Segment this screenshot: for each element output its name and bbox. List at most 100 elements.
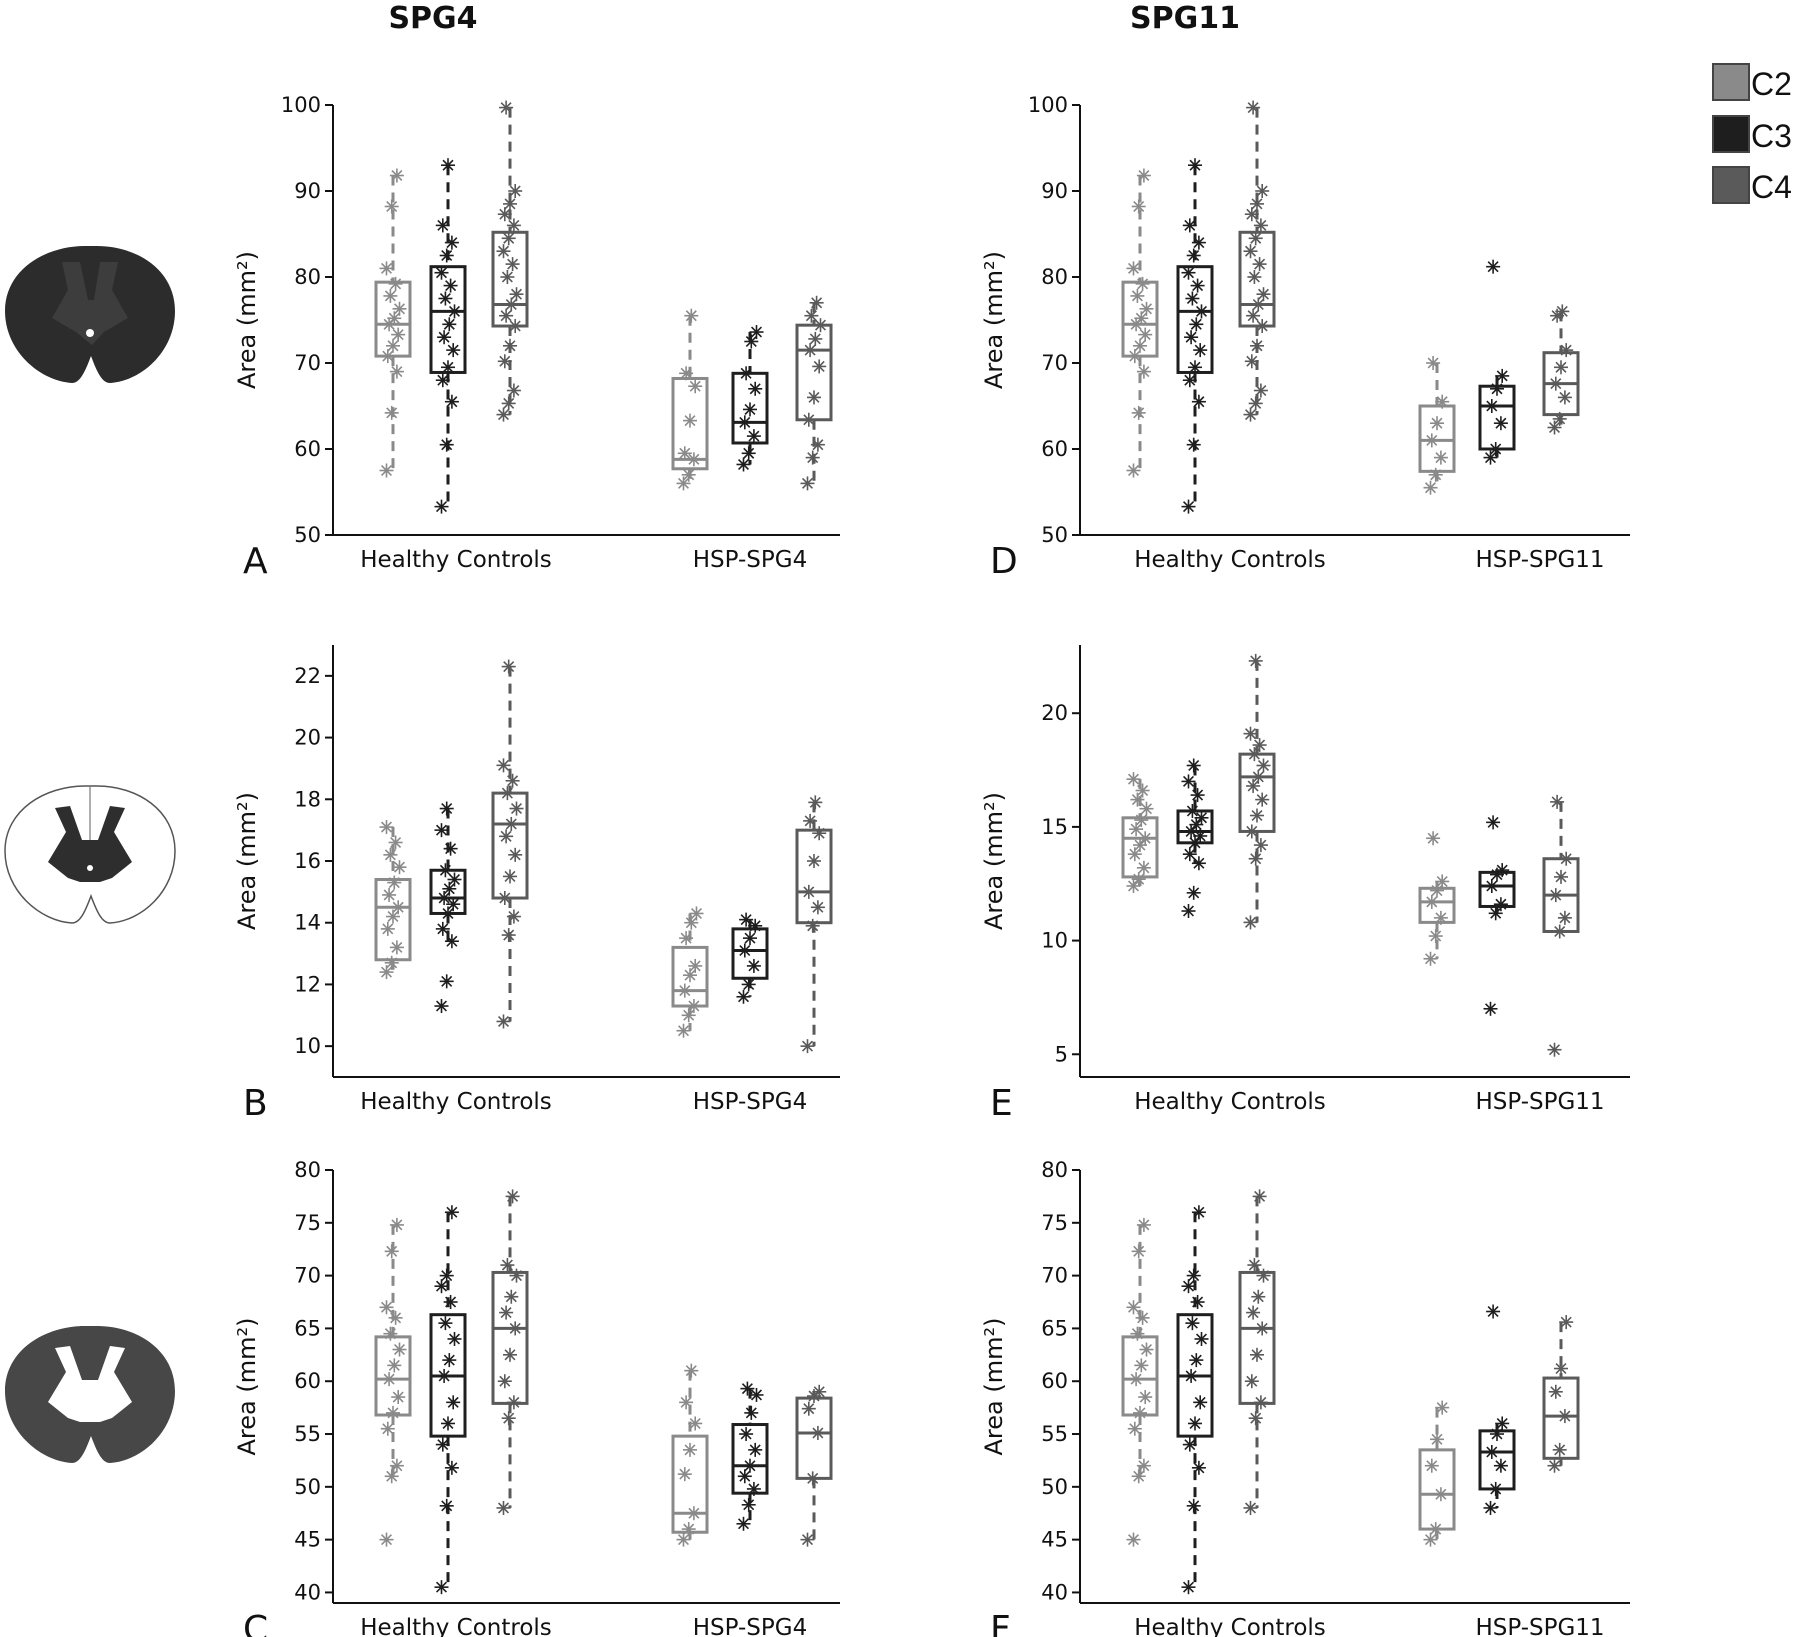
data-point	[1493, 897, 1508, 912]
data-point	[387, 311, 402, 326]
data-point	[1484, 1444, 1499, 1459]
y-tick-label: 80	[294, 1158, 321, 1182]
data-point	[744, 334, 759, 349]
data-point	[447, 872, 462, 887]
data-point	[386, 1405, 400, 1420]
data-point	[812, 1384, 827, 1399]
data-point	[1247, 270, 1262, 284]
data-point	[439, 1498, 454, 1513]
data-point	[1248, 653, 1263, 668]
data-point	[444, 1205, 459, 1220]
data-point	[1490, 1427, 1504, 1442]
data-point	[1253, 1395, 1268, 1410]
data-point	[1126, 463, 1141, 478]
data-point	[1136, 860, 1151, 875]
data-point	[679, 1395, 694, 1410]
y-tick-label: 15	[1041, 815, 1068, 839]
box-c4	[1238, 1189, 1276, 1515]
y-tick-label: 50	[294, 523, 321, 547]
data-point	[1426, 831, 1441, 846]
data-point	[392, 301, 407, 316]
panel-letter: C	[243, 1609, 268, 1637]
box-c2	[374, 168, 412, 478]
data-point	[435, 1437, 450, 1452]
box-c3	[1478, 1304, 1516, 1515]
data-point	[1488, 442, 1503, 456]
data-point	[434, 1580, 449, 1595]
data-point	[1189, 317, 1204, 332]
data-point	[739, 912, 754, 927]
data-point	[1188, 1416, 1202, 1431]
data-point	[1255, 184, 1270, 198]
y-axis-label: Area (mm²)	[233, 1318, 261, 1456]
data-point	[1182, 218, 1197, 233]
data-point	[496, 1014, 511, 1029]
box-c3	[1176, 158, 1214, 514]
box-iqr	[374, 878, 412, 962]
data-point	[501, 928, 516, 943]
data-point	[1194, 810, 1209, 825]
y-tick-label: 50	[294, 1475, 321, 1499]
data-point	[1250, 196, 1264, 211]
data-point	[683, 1442, 697, 1457]
data-point	[434, 265, 449, 280]
box-iqr	[671, 376, 709, 471]
category-label: HSP-SPG11	[1475, 1615, 1604, 1637]
data-point	[1550, 794, 1565, 809]
data-point	[808, 795, 823, 810]
data-point	[800, 476, 815, 491]
data-point	[439, 801, 454, 816]
data-point	[805, 918, 820, 933]
data-point	[506, 218, 521, 233]
data-point	[379, 1532, 394, 1547]
data-point	[746, 1481, 761, 1496]
box-c2	[671, 1363, 709, 1547]
data-point	[1185, 803, 1200, 818]
data-point	[1193, 343, 1208, 358]
data-point	[384, 955, 399, 970]
data-point	[389, 364, 404, 379]
data-point	[1428, 1522, 1443, 1537]
data-point	[676, 476, 691, 491]
data-point	[805, 450, 820, 465]
box-c3	[429, 801, 467, 1014]
data-point	[380, 921, 395, 936]
data-point	[1253, 218, 1268, 233]
data-point	[1182, 847, 1197, 862]
data-point	[688, 958, 703, 973]
data-point	[749, 1387, 764, 1402]
data-point	[384, 1244, 399, 1259]
data-point	[380, 349, 395, 364]
box-c3	[1176, 1205, 1214, 1595]
cord-gray-matter-icon	[4, 785, 176, 924]
data-point	[1426, 356, 1441, 370]
data-point	[1194, 304, 1209, 319]
column-title-spg11: SPG11	[1130, 1, 1240, 36]
category-label: Healthy Controls	[1134, 1089, 1326, 1115]
data-point	[1248, 231, 1263, 246]
data-point	[1246, 1305, 1261, 1320]
data-point	[1248, 851, 1263, 866]
legend: C2 C3 C4	[1712, 63, 1792, 205]
data-point	[1185, 291, 1200, 306]
data-point	[508, 184, 523, 198]
data-point	[746, 958, 761, 973]
legend-label-c2: C2	[1751, 66, 1792, 102]
data-point	[1131, 199, 1146, 214]
data-point	[1138, 327, 1153, 342]
box-iqr	[795, 1396, 833, 1480]
data-point	[1138, 1390, 1153, 1405]
data-point	[689, 906, 704, 921]
data-point	[1133, 338, 1147, 353]
data-point	[1181, 904, 1196, 919]
data-point	[676, 1532, 691, 1547]
box-c2	[671, 308, 709, 491]
data-point	[506, 909, 521, 924]
data-point	[386, 338, 400, 353]
data-point	[439, 437, 454, 452]
y-tick-label: 80	[294, 265, 321, 289]
box-c4	[491, 1189, 529, 1515]
data-point	[1244, 824, 1259, 839]
box-c2	[1121, 772, 1159, 894]
data-point	[1253, 838, 1268, 853]
